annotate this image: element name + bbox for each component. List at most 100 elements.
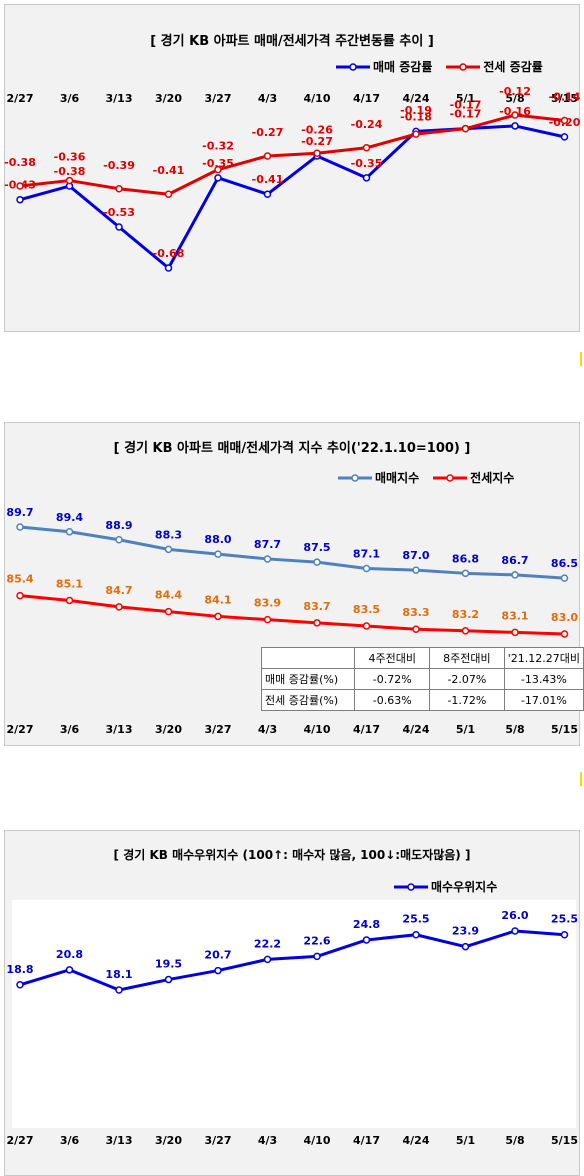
jeonse-index-point	[511, 628, 519, 637]
chart1-legend: 매매 증감률 전세 증감률	[336, 58, 543, 75]
jeonse-rate-data-label: -0.32	[202, 140, 234, 153]
sale-index-data-label: 87.0	[402, 549, 429, 562]
buyer-index-point	[214, 966, 222, 975]
x-tick-label: 4/24	[402, 92, 430, 105]
table-cell: -0.72%	[354, 668, 431, 690]
yellow-marker-2	[580, 772, 582, 786]
x-tick-label: 5/15	[551, 723, 578, 736]
jeonse-rate-point	[412, 130, 420, 138]
x-tick-label: 3/13	[105, 1134, 133, 1147]
buyer-index-point	[362, 936, 371, 944]
chart2-legend: 매매지수 전세지수	[338, 469, 514, 486]
jeonse-rate-data-label: -0.17	[450, 99, 482, 112]
jeonse-rate-point	[461, 124, 470, 133]
sale-rate-data-label: -0.41	[252, 173, 284, 186]
x-tick-label: 3/6	[59, 92, 80, 105]
sale-index-data-label: 87.5	[303, 541, 330, 554]
jeonse-index-point	[412, 625, 420, 633]
buyer-index-data-label: 25.5	[551, 913, 578, 926]
jeonse-rate-data-label: -0.38	[4, 156, 36, 169]
sale-rate-data-label: -0.27	[301, 135, 333, 148]
sale-rate-point	[263, 190, 272, 198]
sale-rate-point	[16, 195, 24, 204]
sale-index-point	[16, 523, 24, 531]
buyer-index-data-label: 18.8	[6, 963, 33, 976]
sale-rate-point	[115, 223, 123, 231]
sale-rate-data-label: -0.18	[400, 110, 432, 123]
jeonse-index-point	[164, 607, 173, 616]
x-tick-label: 3/27	[204, 723, 232, 736]
sale-rate-point	[560, 133, 569, 141]
jeonse-index-point	[461, 627, 470, 635]
x-tick-label: 5/8	[505, 723, 525, 736]
jeonse-rate-data-label: -0.26	[301, 123, 333, 136]
sale-rate-data-label: -0.35	[351, 157, 383, 170]
chart2-title: [ 경기 KB 아파트 매매/전세가격 지수 추이('22.1.10=100) …	[113, 441, 471, 456]
buyer-index-point	[263, 955, 272, 964]
buyer-index-point	[461, 942, 470, 951]
jeonse-rate-data-label: -0.39	[103, 159, 135, 172]
x-tick-label: 4/10	[303, 723, 331, 736]
sale-index-point	[313, 558, 321, 566]
legend-item-buyer-index: 매수우위지수	[394, 878, 497, 895]
jeonse-index-data-label: 83.1	[501, 609, 528, 622]
jeonse-rate-data-label: -0.36	[54, 151, 86, 164]
x-tick-label: 3/20	[155, 723, 182, 736]
jeonse-index-data-label: 85.1	[56, 577, 83, 590]
sale-index-point	[560, 574, 569, 582]
buyer-index-point	[412, 930, 420, 939]
legend-swatch-sale-index	[338, 473, 372, 482]
x-tick-label: 4/3	[257, 1134, 278, 1147]
sale-index-point	[511, 571, 519, 579]
buyer-index-data-label: 20.8	[56, 948, 83, 961]
buyer-index-data-label: 20.7	[204, 949, 231, 962]
x-tick-label: 5/8	[505, 1134, 525, 1147]
sale-index-data-label: 86.8	[452, 552, 479, 565]
jeonse-index-point	[263, 615, 272, 624]
sale-index-point	[412, 566, 420, 574]
jeonse-rate-point	[16, 182, 24, 190]
jeonse-rate-data-label: -0.19	[400, 104, 432, 117]
buyer-index-point	[511, 927, 519, 935]
chart1-panel	[4, 4, 580, 332]
jeonse-rate-point	[115, 185, 123, 193]
table-header-cell	[260, 647, 356, 669]
legend-item-jeonse-index: 전세지수	[433, 469, 514, 486]
jeonse-rate-point	[511, 111, 519, 119]
jeonse-index-point	[115, 603, 123, 611]
buyer-index-data-label: 25.5	[402, 913, 429, 926]
chart2-x-axis: 2/27 3/6 3/13 3/20 3/27 4/3 4/10 4/17 4/24 5/1 5/8…	[0, 723, 584, 739]
jeonse-index-point	[560, 630, 569, 638]
jeonse-rate-line	[19, 113, 565, 196]
sale-index-point	[65, 528, 74, 536]
sale-index-data-label: 88.9	[105, 519, 132, 532]
table-row: 매매 증감률(%) -0.72% -2.07% -13.43%	[260, 668, 584, 690]
x-tick-label: 5/15	[551, 92, 578, 105]
jeonse-index-data-label: 85.4	[6, 573, 33, 586]
jeonse-index-data-label: 84.7	[105, 584, 132, 597]
sale-index-point	[362, 564, 371, 573]
legend-label-sale: 매매 증감률	[373, 60, 433, 74]
jeonse-index-point	[65, 596, 74, 605]
legend-swatch-jeonse-index	[433, 473, 468, 482]
legend-swatch-buyer-index	[394, 882, 428, 891]
buyer-index-point	[16, 981, 24, 989]
x-tick-label: 4/17	[353, 723, 380, 736]
x-tick-label: 2/27	[6, 92, 34, 105]
sale-index-point	[164, 545, 173, 554]
jeonse-rate-data-label: -0.12	[499, 85, 531, 98]
legend-item-sale: 매매 증감률	[336, 58, 432, 75]
buyer-index-point	[164, 975, 173, 984]
table-cell: -13.43%	[503, 668, 584, 690]
legend-label-jeonse-index: 전세지수	[470, 471, 515, 485]
x-tick-label: 3/20	[155, 1134, 182, 1147]
legend-label-sale-index: 매매지수	[375, 471, 420, 485]
table-header-cell: '21.12.27대비	[503, 647, 584, 669]
x-tick-label: 3/13	[105, 723, 133, 736]
buyer-index-line	[19, 929, 565, 992]
x-tick-label: 4/17	[353, 1134, 380, 1147]
chart1-x-axis: 2/27 3/6 3/13 3/20 3/27 4/3 4/10 4/17 4/24 5/1 5/8…	[0, 92, 584, 108]
sale-index-data-label: 86.7	[501, 554, 528, 567]
jeonse-rate-point	[214, 165, 222, 174]
table-row-label: 전세 증감률(%)	[260, 689, 356, 711]
